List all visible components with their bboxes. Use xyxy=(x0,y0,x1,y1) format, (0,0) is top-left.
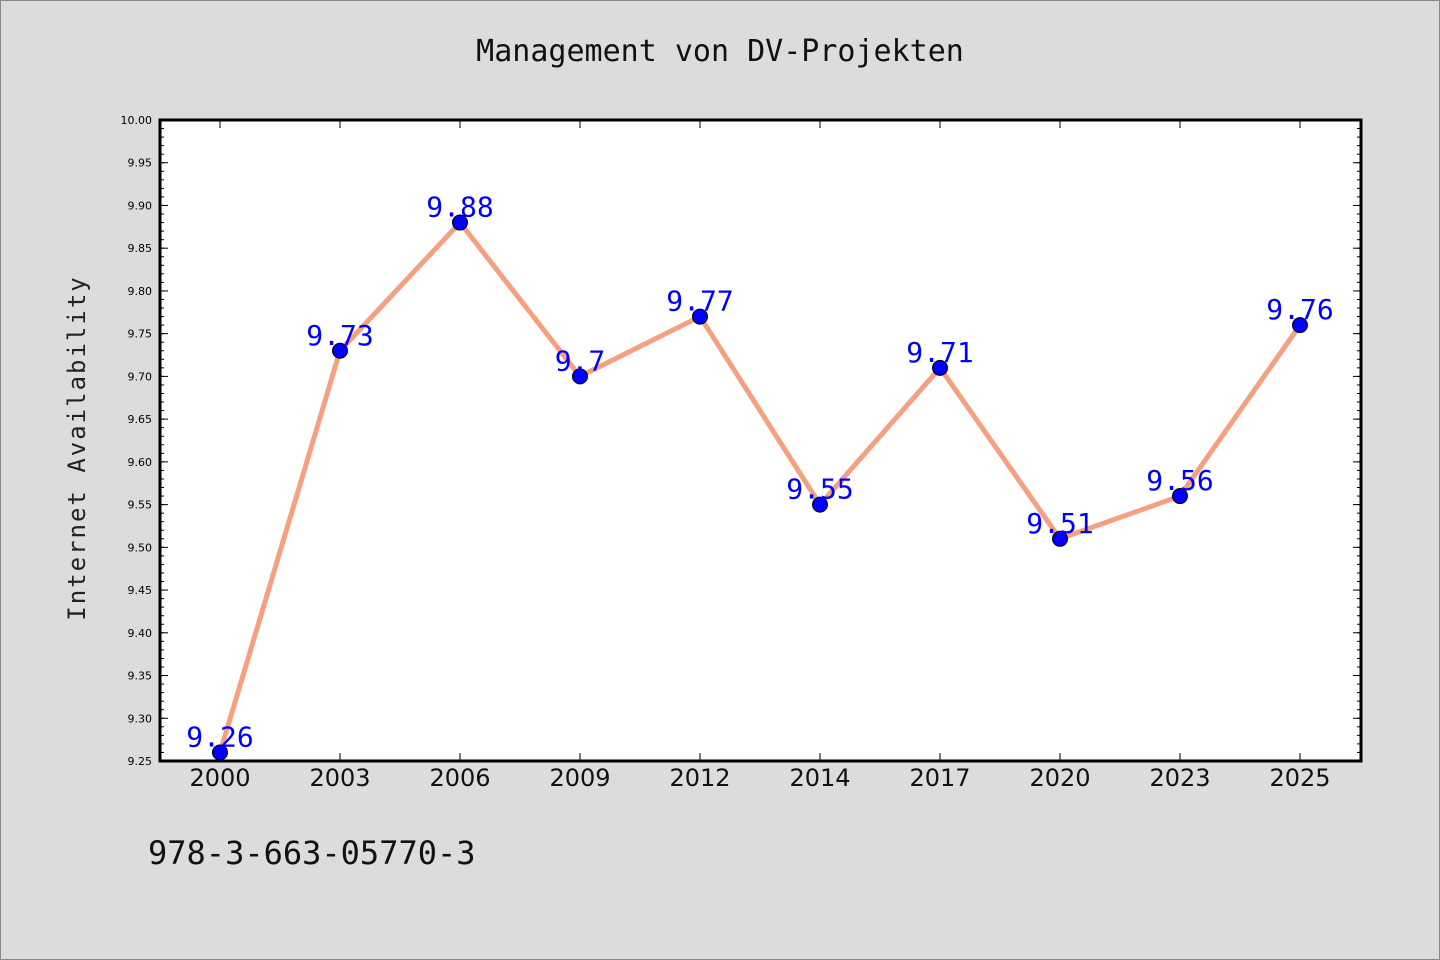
data-point xyxy=(572,368,588,385)
y-tick-label: 9.25 xyxy=(128,755,153,768)
x-tick-label: 2012 xyxy=(669,764,730,792)
x-tick-label: 2020 xyxy=(1029,764,1090,792)
plot-area: 9.25 9.30 9.35 9.40 9.45 9.50 9.55 9.60 9.65 9.70… xyxy=(121,114,1363,792)
y-tick-label: 9.65 xyxy=(128,413,153,426)
y-tick-label: 9.75 xyxy=(128,328,153,341)
y-tick-label: 9.40 xyxy=(128,627,153,640)
data-point xyxy=(1292,317,1308,334)
data-label: 9.88 xyxy=(426,191,493,224)
x-tick-label: 2014 xyxy=(789,764,850,792)
plot-frame xyxy=(158,118,1363,763)
x-tick-label: 2006 xyxy=(429,764,490,792)
y-tick-label: 9.70 xyxy=(128,370,153,383)
x-tick-label: 2025 xyxy=(1269,764,1330,792)
y-tick-label: 9.80 xyxy=(128,285,153,298)
footer-code: 978-3-663-05770-3 xyxy=(148,834,476,872)
data-label: 9.77 xyxy=(666,285,733,318)
y-tick-label: 9.55 xyxy=(128,499,153,512)
y-tick-label: 9.50 xyxy=(128,541,153,554)
data-point xyxy=(332,342,348,359)
data-point xyxy=(452,214,468,231)
data-label: 9.7 xyxy=(555,344,606,377)
y-tick-label: 9.95 xyxy=(128,157,153,170)
y-tick-label: 9.60 xyxy=(128,456,153,469)
data-label: 9.76 xyxy=(1266,293,1333,326)
y-tick-label: 9.90 xyxy=(128,199,153,212)
y-tick-label: 9.85 xyxy=(128,242,153,255)
x-tick-label: 2003 xyxy=(309,764,370,792)
data-point xyxy=(1052,530,1068,547)
x-tick-label: 2023 xyxy=(1149,764,1210,792)
y-axis-label: Internet Availability xyxy=(63,275,91,620)
data-point xyxy=(212,744,228,761)
y-tick-label: 10.00 xyxy=(121,114,153,127)
series-line xyxy=(217,220,1303,755)
x-tick-label: 2000 xyxy=(189,764,250,792)
data-point xyxy=(692,308,708,325)
x-tick-label: 2017 xyxy=(909,764,970,792)
data-label: 9.71 xyxy=(906,336,973,369)
data-label: 9.73 xyxy=(306,319,373,352)
data-point xyxy=(932,359,948,376)
chart-title: Management von DV-Projekten xyxy=(476,34,964,69)
y-tick-label: 9.35 xyxy=(128,670,153,683)
data-label: 9.26 xyxy=(186,720,253,753)
data-label: 9.55 xyxy=(786,473,853,506)
data-point xyxy=(812,496,828,513)
y-tick-label: 9.45 xyxy=(128,584,153,597)
data-point xyxy=(1172,488,1188,505)
data-label: 9.51 xyxy=(1026,507,1093,540)
y-tick-label: 9.30 xyxy=(128,712,153,725)
data-label: 9.56 xyxy=(1146,464,1213,497)
x-tick-label: 2009 xyxy=(549,764,610,792)
